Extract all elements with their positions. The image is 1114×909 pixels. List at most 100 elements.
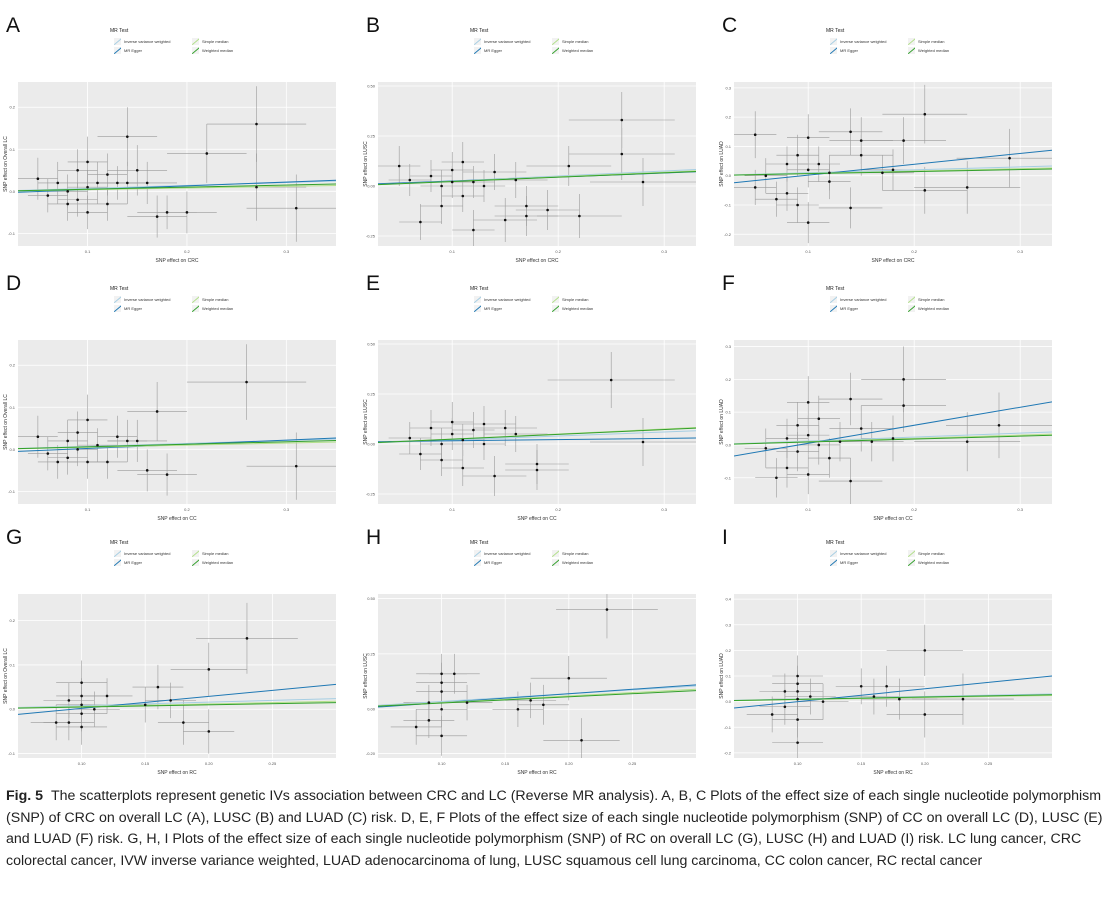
y-tick-label: -0.1 [724,725,732,730]
data-point [482,422,486,426]
data-point [902,139,905,142]
data-point [764,174,768,178]
plot-content [18,602,336,754]
y-tick-label: 0.0 [725,699,731,704]
y-axis-label: SNP effect on LUSC [363,399,369,445]
data-point [796,203,799,207]
plot-background [18,594,336,758]
data-point [255,185,258,189]
data-point [105,694,109,698]
legend-label: Inverse variance weighted [840,39,887,44]
scatter-plot: 0.10 0.15 0.20 0.25 -0.1 0.0 0.1 0.2 SNP effect … [3,594,336,776]
y-axis-label: SNP effect on LUSC [363,141,369,187]
data-point [472,428,475,432]
data-point [408,436,412,440]
legend-label: Simple median [562,39,589,44]
y-axis-label: SNP effect on LUSC [363,653,369,699]
data-point [440,442,443,446]
data-point [453,672,456,676]
legend-key [474,296,481,303]
legend-key [474,559,481,566]
data-point [143,703,147,707]
data-point [482,184,486,188]
legend-key [908,559,915,566]
data-point [965,440,969,443]
data-point [440,690,443,693]
legend-label: MR Egger [124,306,143,311]
data-point [106,460,109,464]
legend-label: Inverse variance weighted [484,297,531,302]
scatter-plot: 0.1 0.2 0.3 -0.1 0.0 0.1 0.2 SNP effect on CC SN… [3,340,336,522]
data-point [76,431,79,434]
data-point [535,462,539,466]
data-point [135,169,139,172]
mr-regression-line [734,168,1052,176]
data-point [578,214,581,218]
legend-label: Simple median [918,39,945,44]
x-tick-label: 0.20 [565,761,574,766]
data-point [397,164,401,168]
panel-letter: E [366,272,381,295]
data-point [796,682,799,685]
mr-regression-line [18,440,336,450]
data-point [116,181,119,185]
legend-label: Inverse variance weighted [484,39,531,44]
y-axis-label: SNP effect on LUAD [719,399,725,445]
data-point [67,699,71,702]
legend-label: Weighted median [918,306,950,311]
y-tick-label: 0.0 [725,442,731,447]
x-tick-label: 0.25 [985,761,994,766]
legend-key [830,305,837,312]
mr-regression-line [378,690,696,707]
data-point [165,211,169,214]
data-point [859,427,863,430]
data-point [67,721,71,724]
legend-title: MR Test [826,286,845,292]
y-tick-label: 0.2 [725,648,731,653]
legend-key [552,305,559,312]
y-tick-label: 0.50 [367,342,376,347]
x-tick-label: 0.1 [85,249,91,254]
data-point [86,418,89,422]
data-point [80,694,83,698]
data-point [902,378,905,381]
legend-label: MR Egger [124,48,143,53]
x-tick-label: 0.3 [1017,249,1023,254]
mr-regression-line [734,694,1052,701]
data-point [849,479,852,483]
y-tick-label: -0.25 [366,234,376,239]
legend-label: Inverse variance weighted [484,551,531,556]
legend-label: Weighted median [202,560,234,565]
data-point [429,426,433,430]
legend-key [474,305,481,312]
x-tick-label: 0.3 [284,507,290,512]
data-point [56,181,60,185]
legend-key [114,559,121,566]
data-point [76,448,79,451]
legend-label: Inverse variance weighted [124,551,171,556]
data-point [408,178,412,182]
data-point [641,180,645,184]
data-point [245,380,248,384]
data-point [255,122,258,126]
x-tick-label: 0.2 [911,249,917,254]
legend: MR Test Inverse variance weighted MR Egger… [470,286,640,316]
x-tick-label: 0.1 [449,507,455,512]
legend-label: Simple median [202,297,229,302]
scatter-plot: 0.1 0.2 0.3 -0.1 0.0 0.1 0.2 SNP effect on CRC S… [3,82,336,264]
plot-background [378,594,696,758]
legend-key [114,47,121,54]
legend: MR Test Inverse variance weighted MR Egger… [110,28,280,58]
data-point [440,458,443,462]
data-point [796,153,799,157]
data-point [872,695,876,698]
data-point [620,118,624,122]
data-point [817,162,821,166]
y-tick-label: 0.1 [725,410,731,415]
data-point [461,438,465,442]
x-axis-label: SNP effect on RC [873,770,913,776]
data-point [93,707,96,711]
x-tick-label: 0.2 [184,507,190,512]
data-point [36,177,40,181]
y-tick-label: 0.3 [725,622,731,627]
